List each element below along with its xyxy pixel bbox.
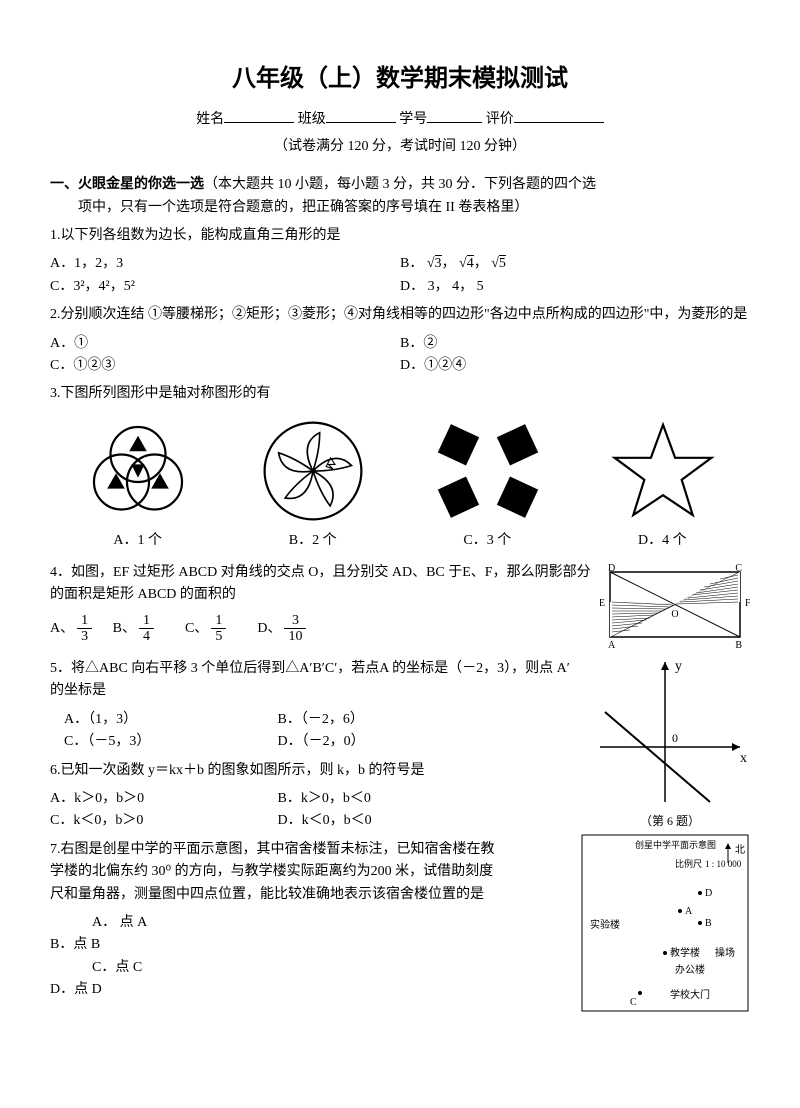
question-7: 7.右图是创星中学的平面示意图，其中宿舍楼暂未标注，已知宿舍楼在教学楼的北偏东约… xyxy=(50,839,505,906)
shape-trefoil-icon xyxy=(83,416,193,526)
sqrt-5: √5 xyxy=(491,255,506,271)
q7-opt-b: B．点 B xyxy=(50,934,260,956)
svg-text:B: B xyxy=(705,918,712,929)
q2-opt-b: B．② xyxy=(400,333,750,355)
shape-four-rhombus-icon xyxy=(433,416,543,526)
name-label: 姓名 xyxy=(196,112,224,127)
q4-opt-a: A、13 xyxy=(50,621,95,636)
student-info-line: 姓名 班级 学号 评价 xyxy=(50,108,750,131)
q7-map: 创星中学平面示意图 北 比例尺 1 : 10 000 D A B 实验楼 教学楼… xyxy=(580,833,750,1013)
axis-x-label: x xyxy=(740,751,747,766)
q7-opt-d: D．点 D xyxy=(50,979,260,1001)
q6-caption: （第 6 题） xyxy=(590,812,750,831)
q3-opt-b: B．2 个 xyxy=(289,530,337,552)
eval-blank[interactable] xyxy=(514,108,604,123)
q5-options: A．（1，3） B．（－2，6） C．（－5，3） D．（－2，0） xyxy=(50,709,505,754)
q2-options: A．① B．② C．①②③ D．①②④ xyxy=(50,333,750,378)
q6-options: A．k＞0，b＞0 B．k＞0，b＜0 C．k＜0，b＞0 D．k＜0，b＜0 xyxy=(50,788,505,833)
label-e: E xyxy=(600,598,605,609)
sqrt-4: √4 xyxy=(459,255,474,271)
shape-pinwheel-icon xyxy=(258,416,368,526)
gate-label: 学校大门 xyxy=(670,988,710,1001)
map-title: 创星中学平面示意图 xyxy=(635,839,716,850)
q6-opt-b: B．k＞0，b＜0 xyxy=(278,788,506,810)
svg-text:D: D xyxy=(705,888,712,899)
q6-opt-a: A．k＞0，b＞0 xyxy=(50,788,278,810)
q4-opt-b: B、14 xyxy=(113,621,157,636)
q2-opt-a: A．① xyxy=(50,333,400,355)
sqrt-3: √3 xyxy=(427,255,442,271)
q6-opt-c: C．k＜0，b＞0 xyxy=(50,810,278,832)
q7-options: A． 点 A B．点 B C．点 C D．点 D xyxy=(50,912,470,1002)
teach-label: 教学楼 xyxy=(670,946,700,959)
section-1-line2: 项中，只有一个选项是符合题意的，把正确答案的序号填在 II 卷表格里） xyxy=(50,197,750,219)
q1-options: A．1，2，3 B． √3， √4， √5 C．3²，4²，5² D． 3， 4… xyxy=(50,253,750,298)
label-b: B xyxy=(735,640,742,651)
section-1-bold: 一、火眼金星的你选一选 xyxy=(50,175,204,191)
q3-opt-c: C．3 个 xyxy=(463,530,511,552)
exam-subtitle: （试卷满分 120 分，考试时间 120 分钟） xyxy=(50,136,750,158)
eval-label: 评价 xyxy=(486,112,514,127)
label-d: D xyxy=(608,563,615,574)
scale-label: 比例尺 xyxy=(675,858,702,869)
section-1-heading: 一、火眼金星的你选一选（本大题共 10 小题，每小题 3 分，共 30 分．下列… xyxy=(50,172,750,196)
q3-shapes-row xyxy=(50,416,750,526)
north-label: 北 xyxy=(735,844,745,856)
q1-opt-a: A．1，2，3 xyxy=(50,253,400,275)
question-2: 2.分别顺次连结 ①等腰梯形；②矩形；③菱形；④对角线相等的四边形"各边中点所构… xyxy=(50,304,750,326)
q6-figure: x y 0 （第 6 题） xyxy=(590,652,750,831)
svg-text:C: C xyxy=(630,997,637,1008)
q4-figure: D C E F O A B xyxy=(600,562,750,652)
class-blank[interactable] xyxy=(326,108,396,123)
q3-opt-a: A．1 个 xyxy=(113,530,162,552)
shape-star-icon xyxy=(608,416,718,526)
office-label: 办公楼 xyxy=(675,963,705,976)
q5-opt-b: B．（－2，6） xyxy=(278,709,506,731)
q4-opt-c: C、15 xyxy=(185,621,229,636)
q2-opt-c: C．①②③ xyxy=(50,355,400,377)
section-1-rest: （本大题共 10 小题，每小题 3 分，共 30 分．下列各题的四个选 xyxy=(204,177,596,192)
q5-opt-a: A．（1，3） xyxy=(50,709,278,731)
q3-options: A．1 个 B．2 个 C．3 个 D．4 个 xyxy=(50,530,750,552)
label-f: F xyxy=(745,598,750,609)
q4-opt-d: D、310 xyxy=(257,621,309,636)
sid-label: 学号 xyxy=(399,112,427,127)
class-label: 班级 xyxy=(298,112,326,127)
scale-value: 1 : 10 000 xyxy=(705,859,742,869)
q1-opt-c: C．3²，4²，5² xyxy=(50,276,400,298)
q7-opt-a: A． 点 A xyxy=(50,912,302,934)
q7-opt-c: C．点 C xyxy=(50,957,302,979)
question-1: 1.以下列各组数为边长，能构成直角三角形的是 xyxy=(50,225,750,247)
svg-text:A: A xyxy=(685,906,693,917)
label-c: C xyxy=(735,563,742,574)
axis-y-label: y xyxy=(675,659,682,674)
q5-opt-c: C．（－5，3） xyxy=(50,731,278,753)
sid-blank[interactable] xyxy=(427,108,482,123)
page-title: 八年级（上）数学期末模拟测试 xyxy=(50,60,750,98)
label-a: A xyxy=(608,640,616,651)
question-3: 3.下图所列图形中是轴对称图形的有 xyxy=(50,383,750,405)
q2-opt-d: D．①②④ xyxy=(400,355,750,377)
q3-opt-d: D．4 个 xyxy=(638,530,687,552)
q1-opt-d: D． 3， 4， 5 xyxy=(400,276,750,298)
label-o: O xyxy=(671,609,678,620)
q1-b-prefix: B． xyxy=(400,256,423,271)
q5-opt-d: D．（－2，0） xyxy=(278,731,506,753)
origin-label: 0 xyxy=(672,731,678,745)
play-label: 操场 xyxy=(715,946,735,959)
name-blank[interactable] xyxy=(224,108,294,123)
lab-label: 实验楼 xyxy=(590,918,620,931)
q6-opt-d: D．k＜0，b＜0 xyxy=(278,810,506,832)
q1-opt-b: B． √3， √4， √5 xyxy=(400,253,750,275)
